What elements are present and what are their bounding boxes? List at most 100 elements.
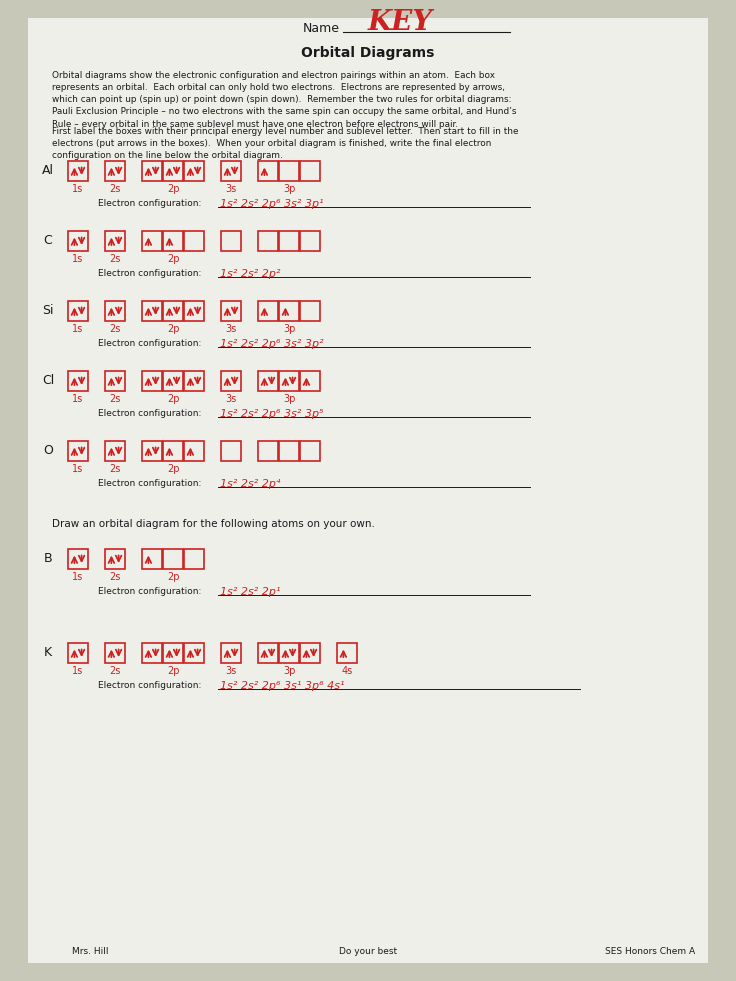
Text: 2p: 2p bbox=[167, 666, 180, 676]
Bar bbox=[221, 371, 241, 391]
Bar bbox=[105, 301, 125, 321]
Bar bbox=[142, 301, 162, 321]
Bar bbox=[221, 301, 241, 321]
Text: Draw an orbital diagram for the following atoms on your own.: Draw an orbital diagram for the followin… bbox=[52, 519, 375, 529]
Bar bbox=[142, 643, 162, 663]
Text: 1s: 1s bbox=[72, 572, 84, 582]
Text: 2s: 2s bbox=[110, 324, 121, 334]
Text: 3s: 3s bbox=[225, 394, 237, 404]
Bar bbox=[184, 231, 204, 251]
Text: K: K bbox=[44, 646, 52, 659]
Bar bbox=[300, 301, 320, 321]
Bar bbox=[184, 549, 204, 569]
Text: 3s: 3s bbox=[225, 184, 237, 194]
Bar bbox=[105, 371, 125, 391]
Bar bbox=[221, 643, 241, 663]
Text: 2s: 2s bbox=[110, 394, 121, 404]
Text: 1s: 1s bbox=[72, 394, 84, 404]
Text: 1s: 1s bbox=[72, 464, 84, 474]
Text: 1s² 2s² 2p⁶ 3s² 3p¹: 1s² 2s² 2p⁶ 3s² 3p¹ bbox=[220, 199, 324, 209]
Text: 2p: 2p bbox=[167, 324, 180, 334]
Text: 4s: 4s bbox=[342, 666, 353, 676]
Text: Cl: Cl bbox=[42, 375, 54, 387]
Text: 3p: 3p bbox=[283, 666, 295, 676]
Bar bbox=[279, 301, 299, 321]
Bar bbox=[258, 441, 278, 461]
Bar bbox=[221, 441, 241, 461]
Text: 1s: 1s bbox=[72, 184, 84, 194]
Bar bbox=[142, 161, 162, 181]
Text: Electron configuration:: Electron configuration: bbox=[98, 339, 202, 348]
Text: 2s: 2s bbox=[110, 464, 121, 474]
Bar bbox=[68, 231, 88, 251]
Text: 3p: 3p bbox=[283, 324, 295, 334]
Bar bbox=[163, 301, 183, 321]
Bar bbox=[68, 549, 88, 569]
Text: 2p: 2p bbox=[167, 254, 180, 264]
Text: Name: Name bbox=[303, 23, 340, 35]
Bar bbox=[300, 643, 320, 663]
Text: 2s: 2s bbox=[110, 254, 121, 264]
Text: Electron configuration:: Electron configuration: bbox=[98, 587, 202, 596]
Bar bbox=[184, 441, 204, 461]
Text: 1s² 2s² 2p¹: 1s² 2s² 2p¹ bbox=[220, 587, 280, 597]
Text: Mrs. Hill: Mrs. Hill bbox=[71, 947, 108, 955]
Bar bbox=[221, 231, 241, 251]
Text: 2p: 2p bbox=[167, 464, 180, 474]
Text: 2s: 2s bbox=[110, 184, 121, 194]
Bar bbox=[163, 371, 183, 391]
Bar bbox=[184, 161, 204, 181]
Text: Al: Al bbox=[42, 165, 54, 178]
Bar bbox=[105, 549, 125, 569]
Text: Electron configuration:: Electron configuration: bbox=[98, 409, 202, 418]
Bar bbox=[258, 643, 278, 663]
Bar bbox=[142, 549, 162, 569]
Text: 2p: 2p bbox=[167, 184, 180, 194]
Bar bbox=[258, 371, 278, 391]
Bar bbox=[105, 161, 125, 181]
Bar bbox=[184, 371, 204, 391]
Text: First label the boxes with their principal energy level number and sublevel lett: First label the boxes with their princip… bbox=[52, 127, 518, 160]
Bar bbox=[142, 441, 162, 461]
Text: 1s² 2s² 2p⁶ 3s² 3p⁵: 1s² 2s² 2p⁶ 3s² 3p⁵ bbox=[220, 409, 324, 419]
Text: B: B bbox=[43, 552, 52, 565]
Bar bbox=[68, 643, 88, 663]
Text: 2s: 2s bbox=[110, 572, 121, 582]
Bar bbox=[258, 161, 278, 181]
Bar bbox=[300, 371, 320, 391]
Bar bbox=[163, 231, 183, 251]
Bar bbox=[142, 371, 162, 391]
Bar bbox=[163, 161, 183, 181]
Bar bbox=[105, 441, 125, 461]
Text: 1s² 2s² 2p⁶ 3s² 3p²: 1s² 2s² 2p⁶ 3s² 3p² bbox=[220, 339, 324, 349]
Bar bbox=[279, 643, 299, 663]
Bar bbox=[68, 441, 88, 461]
Text: 3p: 3p bbox=[283, 184, 295, 194]
Text: Si: Si bbox=[42, 304, 54, 318]
Bar bbox=[300, 231, 320, 251]
Bar bbox=[337, 643, 357, 663]
Bar bbox=[163, 643, 183, 663]
Bar bbox=[279, 441, 299, 461]
Text: Electron configuration:: Electron configuration: bbox=[98, 681, 202, 690]
Text: 3p: 3p bbox=[283, 394, 295, 404]
Bar bbox=[184, 301, 204, 321]
Text: 1s² 2s² 2p²: 1s² 2s² 2p² bbox=[220, 269, 280, 279]
Bar bbox=[258, 231, 278, 251]
Text: Electron configuration:: Electron configuration: bbox=[98, 479, 202, 488]
Text: 3s: 3s bbox=[225, 666, 237, 676]
Text: 1s: 1s bbox=[72, 666, 84, 676]
Text: 2s: 2s bbox=[110, 666, 121, 676]
Bar bbox=[105, 643, 125, 663]
Bar bbox=[163, 549, 183, 569]
Bar bbox=[300, 161, 320, 181]
Text: Orbital Diagrams: Orbital Diagrams bbox=[301, 46, 435, 60]
Text: 1s: 1s bbox=[72, 254, 84, 264]
Bar bbox=[279, 371, 299, 391]
Bar bbox=[68, 301, 88, 321]
Bar bbox=[279, 231, 299, 251]
Text: 3s: 3s bbox=[225, 324, 237, 334]
Text: C: C bbox=[43, 234, 52, 247]
Text: 2p: 2p bbox=[167, 394, 180, 404]
Bar bbox=[105, 231, 125, 251]
